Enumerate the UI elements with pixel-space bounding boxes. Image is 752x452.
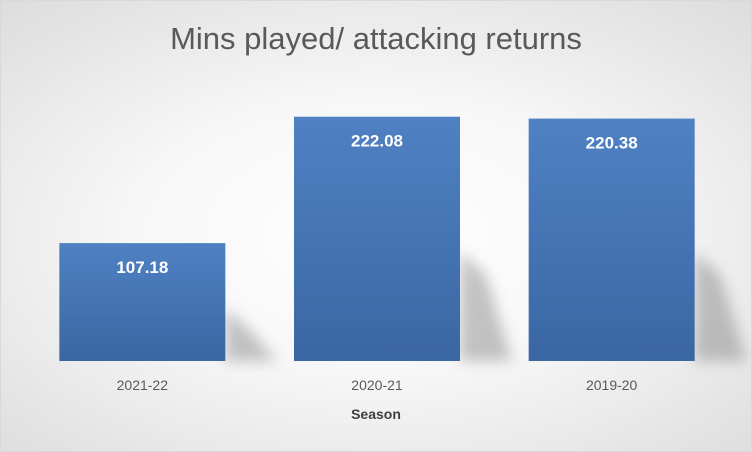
chart-title: Mins played/ attacking returns xyxy=(170,21,582,56)
x-tick-label: 2020-21 xyxy=(351,377,403,393)
data-label: 107.18 xyxy=(116,258,168,277)
x-tick-label: 2021-22 xyxy=(117,377,169,393)
bar-shadow xyxy=(225,307,278,361)
data-label: 220.38 xyxy=(586,134,638,153)
data-label: 222.08 xyxy=(351,132,403,151)
x-axis-title: Season xyxy=(351,406,401,422)
bar-shadow xyxy=(694,251,747,361)
bar-2020-21 xyxy=(294,116,460,361)
bar-shadow xyxy=(460,251,512,361)
bar-2021-22 xyxy=(59,243,226,361)
bar-2019-20 xyxy=(528,118,695,361)
x-tick-label: 2019-20 xyxy=(586,377,638,393)
